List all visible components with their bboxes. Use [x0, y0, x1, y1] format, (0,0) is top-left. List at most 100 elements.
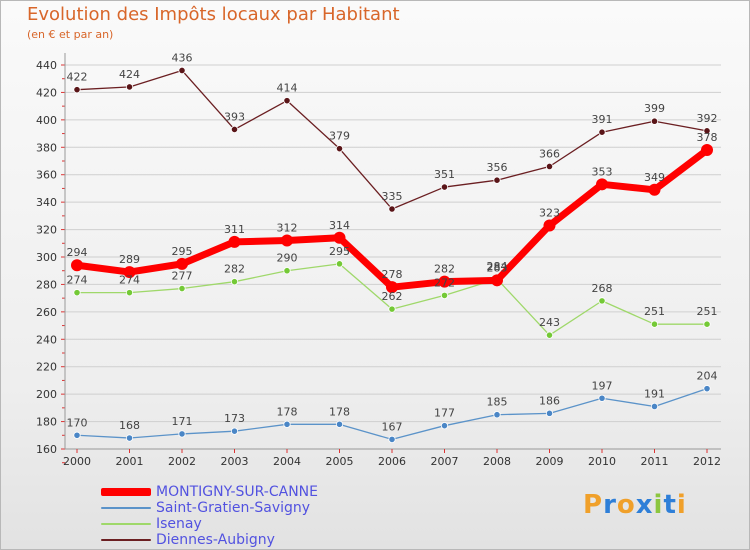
data-label: 251	[644, 305, 665, 318]
data-point	[545, 331, 554, 339]
data-label: 378	[697, 131, 718, 144]
x-tick-label: 2010	[588, 455, 616, 468]
data-label: 349	[644, 171, 665, 184]
y-tick-label: 340	[36, 196, 57, 209]
data-point	[230, 427, 239, 435]
grid-layer	[65, 64, 721, 450]
data-label: 312	[277, 222, 298, 235]
x-tick-label: 2004	[273, 455, 301, 468]
data-label: 178	[277, 405, 298, 418]
data-point	[333, 231, 346, 244]
data-point	[71, 259, 83, 272]
data-label: 399	[644, 102, 665, 115]
data-point	[228, 235, 241, 248]
data-point	[703, 127, 711, 135]
data-label: 295	[172, 245, 193, 258]
data-label: 393	[224, 110, 245, 123]
data-label: 295	[329, 245, 350, 258]
data-label: 274	[67, 274, 88, 287]
data-label: 191	[644, 387, 665, 400]
y-tick-label: 300	[36, 251, 57, 264]
data-label: 167	[382, 420, 403, 433]
y-tick-label: 260	[36, 306, 57, 319]
axis-layer: 160 180 200 220 240 260 280 300 320 340 360 380 400 4…	[36, 53, 721, 468]
data-label: 366	[539, 147, 560, 160]
y-tick-label: 400	[36, 114, 57, 127]
data-point	[178, 66, 186, 75]
y-tick-label: 440	[36, 59, 57, 72]
data-point	[648, 183, 661, 196]
data-point	[440, 291, 449, 299]
x-tick-label: 2008	[483, 455, 511, 468]
data-label: 424	[119, 68, 140, 81]
data-label: 243	[539, 316, 560, 329]
data-point	[388, 435, 396, 443]
x-tick-label: 2005	[326, 455, 354, 468]
x-tick-label: 2006	[378, 455, 406, 468]
data-label: 335	[382, 190, 403, 203]
data-point	[125, 434, 134, 442]
data-label: 284	[487, 260, 508, 273]
x-tick-label: 2012	[693, 455, 721, 468]
data-point	[178, 430, 186, 438]
data-point	[283, 97, 291, 105]
y-tick-label: 380	[36, 141, 57, 154]
data-point	[493, 176, 501, 184]
chart-title: Evolution des Impôts locaux par Habitant	[27, 4, 400, 25]
data-label: 177	[434, 407, 455, 420]
data-label: 294	[67, 246, 88, 259]
data-point	[125, 289, 134, 297]
data-label: 392	[697, 112, 718, 125]
series-line	[73, 146, 711, 291]
data-label: 282	[224, 263, 245, 276]
data-point	[438, 275, 451, 288]
data-point	[176, 257, 188, 270]
data-point	[178, 284, 186, 293]
data-label: 282	[434, 263, 455, 276]
data-label: 391	[592, 113, 613, 126]
data-point	[125, 83, 134, 91]
data-label: 262	[382, 290, 403, 303]
y-tick-label: 180	[36, 416, 57, 429]
label-layer: 422 424 436 393 414 379 335 351 356 366 391 399 392 2…	[67, 51, 718, 433]
legend-swatch	[101, 488, 151, 496]
legend-label: Isenay	[156, 516, 202, 532]
data-label: 185	[487, 396, 508, 409]
data-point	[440, 422, 449, 430]
y-tick-label: 280	[36, 278, 57, 291]
data-label: 436	[172, 51, 193, 64]
legend-swatch	[101, 523, 151, 525]
data-point	[283, 420, 291, 428]
data-point	[491, 274, 503, 287]
data-point	[73, 289, 81, 297]
data-point	[335, 260, 344, 268]
data-point	[650, 117, 659, 125]
data-point	[703, 385, 711, 393]
data-label: 289	[119, 253, 140, 266]
data-label: 272	[434, 276, 455, 289]
data-label: 168	[119, 419, 140, 432]
data-label: 251	[697, 305, 718, 318]
data-label: 204	[697, 370, 718, 383]
y-tick-label: 320	[36, 224, 57, 237]
x-tick-label: 2002	[168, 455, 196, 468]
data-point	[73, 86, 81, 94]
data-point	[386, 281, 398, 294]
legend-swatch	[101, 539, 151, 541]
y-tick-label: 240	[36, 333, 57, 346]
data-label: 290	[277, 252, 298, 265]
data-label: 274	[119, 274, 140, 287]
data-label: 178	[329, 405, 350, 418]
legend-label: Diennes-Aubigny	[156, 532, 275, 548]
legend-swatch	[101, 507, 151, 509]
data-point	[598, 128, 606, 136]
data-point	[703, 320, 711, 328]
data-label: 170	[67, 416, 88, 429]
y-tick-label: 360	[36, 169, 57, 182]
data-point	[650, 320, 659, 328]
data-label: 186	[539, 394, 560, 407]
data-point	[283, 267, 291, 275]
data-label: 283	[487, 261, 508, 274]
data-label: 379	[329, 130, 350, 143]
